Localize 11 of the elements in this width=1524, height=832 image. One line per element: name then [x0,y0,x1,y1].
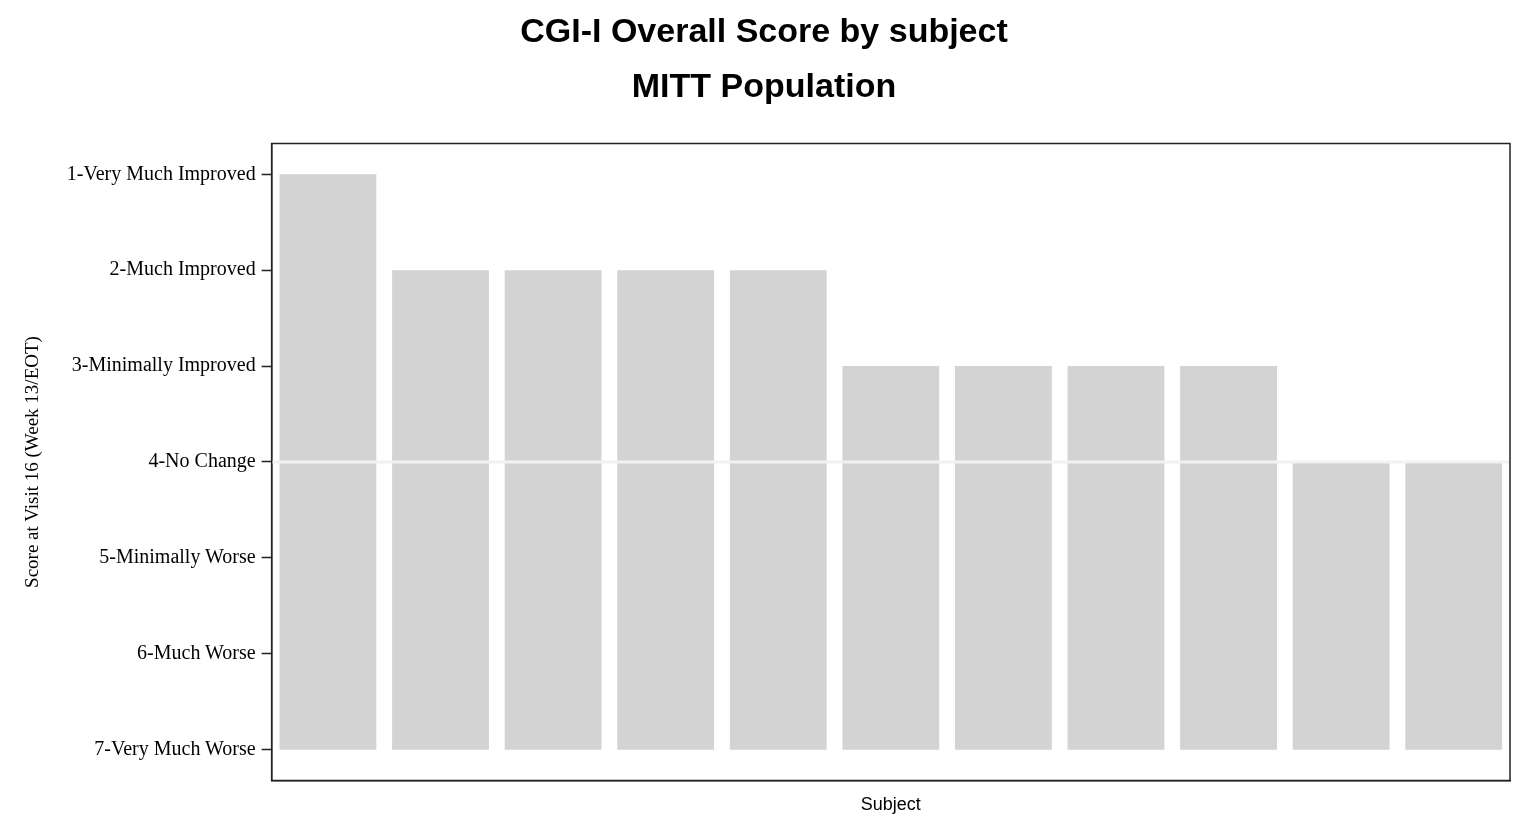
y-tick-label: 1-Very Much Improved [66,161,256,185]
chart-subtitle: MITT Population [631,65,897,104]
y-tick-label: 3-Minimally Improved [71,353,256,377]
y-tick-label: 6-Much Worse [137,641,256,664]
y-tick-label: 5-Minimally Worse [99,545,256,569]
y-tick-label: 7-Very Much Worse [94,736,256,760]
x-axis-title: Subject [860,794,921,815]
y-tick-label: 4-No Change [148,449,256,473]
chart-title: CGI-I Overall Score by subject [520,10,1008,49]
y-tick-label: 2-Much Improved [109,257,256,281]
y-axis-title: Score at Visit 16 (Week 13/EOT) [21,336,44,588]
